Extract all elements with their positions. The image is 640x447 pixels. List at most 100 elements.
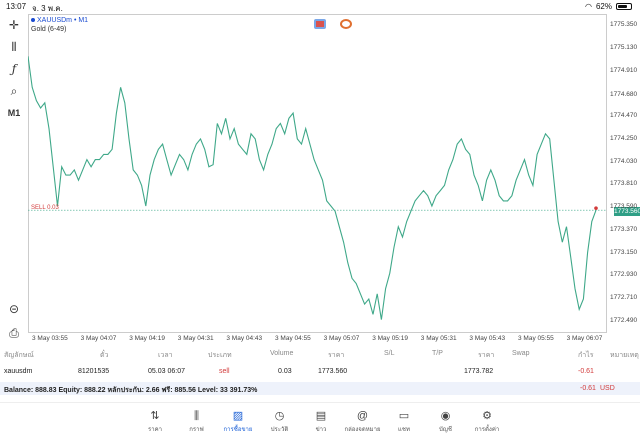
column-header[interactable]: T/P <box>432 350 443 357</box>
y-tick-label: 1774.250 <box>610 134 638 142</box>
symbol-description: Gold (6-49) <box>31 26 67 33</box>
date: จ. 3 พ.ค. <box>32 4 63 13</box>
x-tick-label: 3 May 04:07 <box>80 335 117 342</box>
total-profit: -0.61 <box>580 385 596 392</box>
y-tick-label: 1772.930 <box>610 271 638 279</box>
column-header[interactable]: Swap <box>512 350 530 357</box>
column-header[interactable]: Volume <box>270 350 294 357</box>
tab-mail[interactable]: @ กล่องจดหมาย <box>343 409 383 434</box>
symbol-label: XAUUSDm • M1 <box>31 17 88 24</box>
positions-header: สัญลักษณ์ ตั๋ว เวลา ประเภท Volume ราคา S/L T/P ร… <box>0 350 640 362</box>
x-tick-label: 3 May 04:19 <box>129 335 165 342</box>
status-bar: 13:07 จ. 3 พ.ค. ◠ 62% <box>0 0 640 14</box>
y-tick-label: 1772.490 <box>610 316 638 324</box>
cell-ticket: 81201535 <box>78 368 110 375</box>
plot-frame <box>28 14 607 333</box>
tab-arrows[interactable]: ⇅ ราคา <box>135 409 175 434</box>
y-tick-label: 1773.590 <box>610 203 638 211</box>
tab-label: การตั้งค่า <box>474 427 500 433</box>
table-row[interactable]: xauusdm 81201535 05.03 06:07 sell 0.03 1… <box>0 368 640 380</box>
chat-icon: ▭ <box>398 410 410 422</box>
x-tick-label: 3 May 04:43 <box>226 335 263 342</box>
chart-canvas <box>28 14 607 333</box>
price-line <box>28 56 597 320</box>
mail-icon: @ <box>356 410 369 422</box>
x-tick-label: 3 May 04:55 <box>275 335 311 342</box>
tab-label: บัญชี <box>439 427 452 433</box>
column-header[interactable]: สัญลักษณ์ <box>4 352 34 359</box>
sell-order-label: SELL 0.03 <box>31 205 59 211</box>
news-icon: ▤ <box>315 410 327 422</box>
buy-quick-button[interactable] <box>340 19 352 29</box>
column-header[interactable]: ราคา <box>478 352 495 359</box>
balance-text: Balance: 888.83 Equity: 888.22 หลักประกั… <box>4 387 258 394</box>
column-header[interactable]: S/L <box>384 350 395 357</box>
tab-label: แชท <box>398 427 410 433</box>
cell-volume: 0.03 <box>278 368 292 375</box>
chart-icon: ▨ <box>232 410 244 422</box>
tab-bar: ⇅ ราคา ⫼ กราฟ ▨ การซื้อขาย ◷ ประวัติ ▤ ข่าว @ กล่อง… <box>0 402 640 447</box>
function-icon[interactable]: ƒ <box>11 62 17 76</box>
tab-history[interactable]: ◷ ประวัติ <box>260 409 300 434</box>
x-tick-label: 3 May 05:55 <box>518 335 554 342</box>
chart-toolbar: ✛ ⫴ ƒ ⌕ M1 ⊝ ⎙ <box>0 14 28 344</box>
cell-current-price: 1773.782 <box>464 368 494 375</box>
tab-account[interactable]: ◉ บัญชี <box>426 409 466 434</box>
y-tick-label: 1774.910 <box>610 66 638 74</box>
tab-news[interactable]: ▤ ข่าว <box>301 409 341 434</box>
column-header[interactable]: ตั๋ว <box>100 352 109 359</box>
x-tick-label: 3 May 05:19 <box>372 335 408 342</box>
y-tick-label: 1774.680 <box>610 90 638 98</box>
zoom-icon[interactable]: ⊝ <box>8 302 20 316</box>
crosshair-icon[interactable]: ✛ <box>8 18 20 32</box>
column-header[interactable]: ประเภท <box>208 352 232 359</box>
y-tick-label: 1774.470 <box>610 112 638 120</box>
cell-time: 05.03 06:07 <box>148 368 185 375</box>
sell-quick-button[interactable] <box>314 19 326 29</box>
column-header[interactable]: กำไร <box>578 352 594 359</box>
history-icon: ◷ <box>274 410 285 422</box>
y-tick-label: 1775.350 <box>610 21 638 29</box>
candles-icon: ⫼ <box>193 410 200 422</box>
balance-bar: Balance: 888.83 Equity: 888.22 หลักประกั… <box>0 382 640 395</box>
cell-price: 1773.560 <box>318 368 348 375</box>
x-tick-label: 3 May 06:07 <box>566 335 603 342</box>
sell-marker <box>594 206 598 210</box>
tab-chat[interactable]: ▭ แชท <box>384 409 424 434</box>
cell-type: sell <box>219 368 230 375</box>
cell-profit: -0.61 <box>578 368 594 375</box>
column-header[interactable]: เวลา <box>158 352 173 359</box>
tab-gear[interactable]: ⚙ การตั้งค่า <box>467 409 507 434</box>
gear-icon: ⚙ <box>482 410 492 422</box>
tab-label: กราฟ <box>189 427 204 433</box>
y-tick-label: 1773.370 <box>610 225 638 233</box>
x-tick-label: 3 May 05:43 <box>469 335 506 342</box>
battery-percent: 62% <box>595 2 612 11</box>
tab-chart[interactable]: ▨ การซื้อขาย <box>218 409 258 434</box>
column-header[interactable]: ราคา <box>328 352 345 359</box>
x-tick-label: 3 May 04:31 <box>177 335 214 342</box>
y-tick-label: 1772.710 <box>610 293 638 301</box>
y-tick-label: 1773.150 <box>610 248 638 256</box>
arrows-icon: ⇅ <box>150 410 160 422</box>
x-tick-label: 3 May 05:07 <box>323 335 360 342</box>
y-tick-label: 1774.030 <box>610 157 638 165</box>
tab-label: การซื้อขาย <box>223 427 253 433</box>
export-icon[interactable]: ⎙ <box>9 325 19 340</box>
account-icon: ◉ <box>440 410 451 422</box>
currency: USD <box>600 385 615 392</box>
y-tick-label: 1775.130 <box>610 44 638 52</box>
objects-icon[interactable]: ⌕ <box>10 83 18 98</box>
tab-label: ประวัติ <box>270 427 289 433</box>
battery-icon <box>616 3 632 10</box>
wifi-icon: ◠ <box>585 2 592 11</box>
clock: 13:07 <box>6 2 27 11</box>
tab-label: ราคา <box>148 427 162 433</box>
price-chart[interactable]: XAUUSDm • M1 Gold (6-49) SELL 0.03 1773.… <box>28 14 640 344</box>
indicators-icon[interactable]: ⫴ <box>11 39 17 54</box>
timeframe-button[interactable]: M1 <box>7 108 21 118</box>
cell-symbol: xauusdm <box>4 368 33 375</box>
y-tick-label: 1773.810 <box>610 180 638 188</box>
column-header[interactable]: หมายเหตุ <box>610 352 639 359</box>
tab-candles[interactable]: ⫼ กราฟ <box>177 409 217 434</box>
